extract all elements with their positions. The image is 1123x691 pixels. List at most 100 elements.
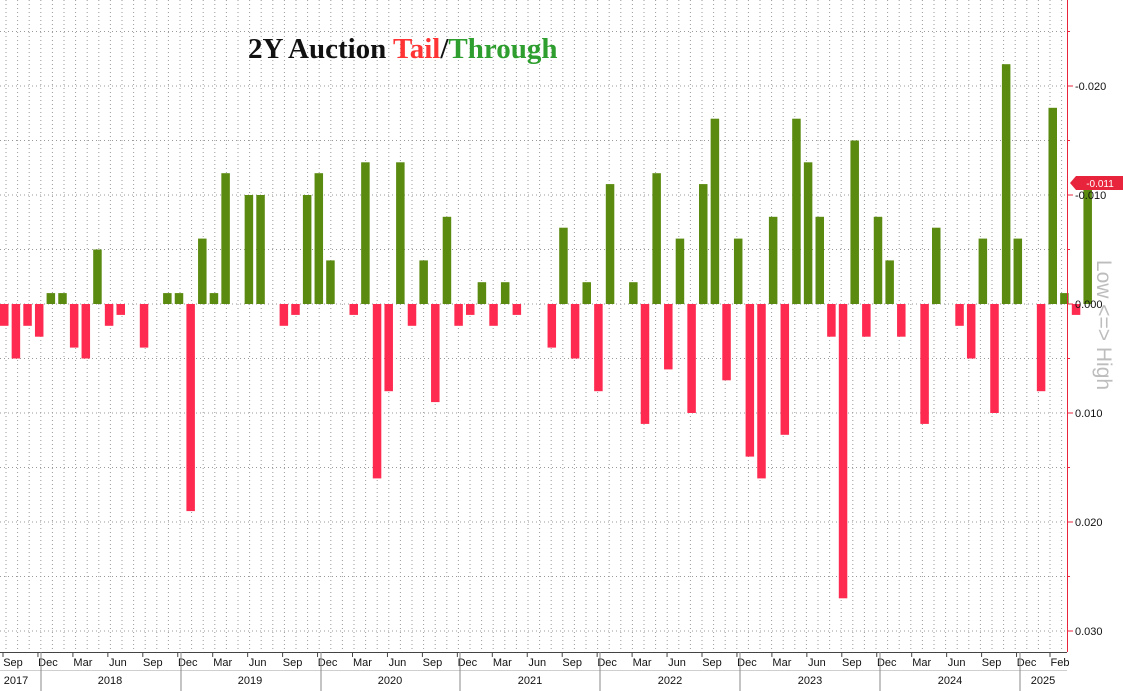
tail-bar — [594, 304, 603, 392]
x-tick-label: Sep — [423, 657, 443, 669]
x-tick-label: Sep — [982, 657, 1002, 669]
through-bar — [1048, 107, 1057, 304]
tail-bar — [69, 304, 79, 348]
tail-bar — [664, 304, 673, 370]
x-tick-label: Dec — [458, 657, 478, 669]
title-prefix: 2Y Auction — [248, 33, 393, 65]
through-bar — [1060, 293, 1069, 304]
tail-bar — [570, 304, 580, 359]
x-tick-label: Dec — [597, 657, 617, 669]
tail-bar — [687, 304, 696, 413]
tail-bar — [431, 304, 440, 403]
through-bar — [1013, 238, 1023, 304]
tail-bar — [454, 304, 463, 326]
x-tick-label: Dec — [318, 657, 338, 669]
x-year-label: 2024 — [938, 675, 962, 687]
tail-bar — [1071, 304, 1081, 315]
y-tick-label: 0.000 — [1075, 299, 1103, 311]
tail-bar — [966, 304, 976, 359]
x-tick-label: Sep — [3, 657, 23, 669]
tail-bar — [34, 304, 44, 337]
through-bar — [93, 249, 102, 304]
through-bar — [163, 293, 172, 304]
y-tick-label: -0.010 — [1075, 190, 1106, 202]
through-bar — [792, 118, 801, 304]
through-bar — [302, 195, 312, 304]
x-tick-label: Dec — [877, 657, 897, 669]
x-tick-label: Mar — [493, 657, 512, 669]
x-tick-label: Dec — [1017, 657, 1037, 669]
y-tick-label: 0.020 — [1075, 517, 1103, 529]
through-bar — [326, 260, 335, 304]
tail-bar — [104, 304, 114, 326]
through-bar — [932, 227, 941, 304]
last-value-badge — [1070, 176, 1123, 190]
through-bar — [256, 195, 265, 304]
title-tail: Tail — [393, 33, 440, 65]
x-year-label: 2020 — [378, 675, 402, 687]
x-tick-label: Sep — [283, 657, 303, 669]
y-tick-label: 0.030 — [1075, 626, 1103, 638]
tail-bar — [186, 304, 195, 512]
y-tick-label: -0.020 — [1075, 81, 1106, 93]
through-bar — [733, 238, 743, 304]
tail-bar — [407, 304, 417, 326]
tail-bar — [955, 304, 964, 326]
tail-bar — [862, 304, 871, 337]
through-bar — [978, 238, 988, 304]
x-year-label: 2021 — [518, 675, 542, 687]
last-value-marker: -0.011 — [1070, 176, 1123, 190]
through-bar — [396, 162, 405, 304]
x-tick-label: Mar — [353, 657, 372, 669]
x-tick-label: Mar — [73, 657, 92, 669]
through-bar — [477, 282, 487, 304]
tail-bar — [466, 304, 475, 315]
tail-bar — [384, 304, 393, 392]
tail-bar — [11, 304, 21, 359]
through-bar — [873, 216, 883, 304]
through-bar — [710, 118, 720, 304]
tail-bar — [1036, 304, 1046, 392]
tail-bar — [640, 304, 650, 424]
x-tick-label: Jun — [528, 657, 546, 669]
x-axis: Sep Dec Mar Jun Sep Dec Mar Jun Sep Dec Mar Jun Sep D… — [0, 652, 1069, 691]
tail-bar — [0, 304, 9, 326]
through-bar — [314, 173, 324, 304]
through-bar — [46, 293, 56, 304]
tail-bar — [81, 304, 91, 359]
x-tick-label: Mar — [772, 657, 791, 669]
through-bar — [605, 184, 615, 304]
tail-bar — [780, 304, 790, 435]
tail-bar — [827, 304, 836, 337]
through-bar — [815, 216, 824, 304]
tail-bar — [116, 304, 125, 315]
x-year-label: 2019 — [238, 675, 262, 687]
through-bar — [361, 162, 370, 304]
last-value-label: -0.011 — [1086, 179, 1114, 190]
through-bar — [582, 282, 591, 304]
gridlines — [0, 0, 1067, 651]
x-tick-label: Sep — [562, 657, 582, 669]
tail-bar — [349, 304, 358, 315]
x-tick-label: Jun — [389, 657, 407, 669]
tail-bar — [547, 304, 557, 348]
y-tick-label: 0.010 — [1075, 408, 1103, 420]
x-tick-label: Jun — [249, 657, 267, 669]
tail-bar — [920, 304, 929, 424]
x-tick-label: Jun — [668, 657, 686, 669]
through-bar — [500, 282, 510, 304]
x-tick-label: Sep — [842, 657, 862, 669]
x-tick-label: Jun — [109, 657, 127, 669]
tail-bar — [838, 304, 848, 599]
x-year-label: 2025 — [1031, 675, 1055, 687]
y-axis-label: Low <=> High — [1092, 260, 1115, 390]
x-tick-label: Dec — [737, 657, 757, 669]
x-year-label: 2018 — [98, 675, 122, 687]
through-bar — [652, 173, 661, 304]
x-tick-label: Jun — [808, 657, 826, 669]
x-tick-label: Mar — [912, 657, 931, 669]
tail-bar — [372, 304, 382, 479]
through-bar — [559, 227, 568, 304]
tail-bar — [512, 304, 522, 315]
